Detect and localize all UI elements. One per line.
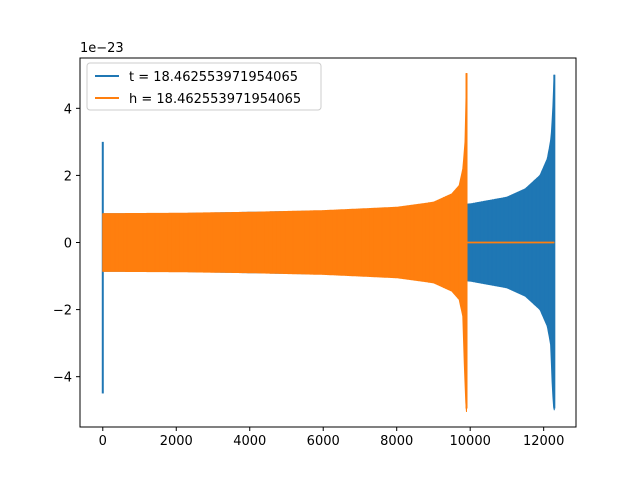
legend-box [86, 62, 322, 111]
legend-label-t: t = 18.462553971954065 [129, 70, 298, 85]
y-tick-label: 4 [64, 102, 72, 117]
x-tick-label: 4000 [233, 434, 266, 449]
y-offset-label: 1e−23 [80, 41, 124, 56]
x-tick-label: 10000 [450, 434, 491, 449]
x-tick-label: 6000 [307, 434, 340, 449]
x-tick-label: 2000 [160, 434, 193, 449]
x-tick-label: 0 [99, 434, 107, 449]
legend-label-h: h = 18.462553971954065 [129, 92, 301, 107]
y-tick-label: 2 [64, 169, 72, 184]
x-tick-label: 8000 [380, 434, 413, 449]
y-tick-label: −4 [53, 371, 72, 386]
plot-area [101, 73, 556, 412]
y-tick-label: 0 [64, 237, 72, 252]
axes: 0 2000 4000 6000 8000 10000 12000 −4 −2 0 2 4 [53, 57, 577, 449]
legend: t = 18.462553971954065 h = 18.4625539719… [86, 62, 322, 111]
y-tick-label: −2 [53, 304, 72, 319]
x-tick-label: 12000 [523, 434, 564, 449]
